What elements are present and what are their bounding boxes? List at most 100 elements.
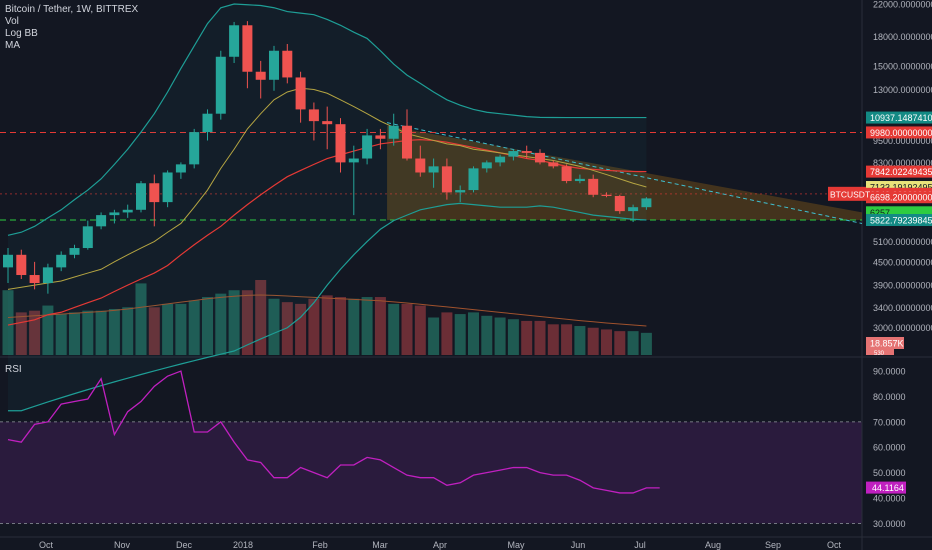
descending-trendline bbox=[386, 122, 863, 224]
legend-vol[interactable]: Vol bbox=[5, 16, 19, 27]
candle-body bbox=[56, 254, 67, 268]
candle-body bbox=[388, 125, 399, 139]
bb-basis-price-label-box bbox=[866, 165, 932, 178]
price-tick-label: 4500.00000000 bbox=[873, 257, 932, 267]
candle-body bbox=[175, 164, 186, 173]
candle-body bbox=[521, 151, 532, 153]
open-price-label-box bbox=[866, 191, 932, 204]
legend-ma[interactable]: MA bbox=[5, 40, 20, 51]
candle-body bbox=[468, 168, 479, 191]
time-tick-label: May bbox=[507, 540, 525, 550]
price-tick-label: 3900.00000000 bbox=[873, 281, 932, 291]
volume-bar bbox=[627, 331, 639, 355]
volume-bar bbox=[82, 310, 94, 355]
volume-bar bbox=[414, 305, 426, 355]
volume-bar bbox=[122, 307, 134, 355]
bb-upper-line bbox=[7, 3, 647, 236]
volume-bar bbox=[547, 324, 559, 355]
time-tick-label: Sep bbox=[765, 540, 781, 550]
volume-bar bbox=[188, 300, 200, 355]
candle-body bbox=[122, 209, 133, 213]
candle-body bbox=[322, 121, 333, 125]
price-tick-label: 5100.00000000 bbox=[873, 237, 932, 247]
volume-bar bbox=[268, 298, 280, 355]
candle-body bbox=[96, 215, 107, 227]
candle-body bbox=[149, 183, 160, 203]
volume-bar bbox=[321, 295, 333, 355]
volume-bar bbox=[454, 314, 466, 355]
time-tick-label: Feb bbox=[312, 540, 328, 550]
volume-bar bbox=[640, 332, 652, 355]
legend-rsi[interactable]: RSI bbox=[5, 364, 22, 375]
price-tick-label: 13000.00000000 bbox=[873, 85, 932, 95]
bb-basis-price-label: 7842.02249435 bbox=[870, 167, 932, 177]
candle-body bbox=[202, 113, 213, 133]
legend-bb[interactable]: Log BB bbox=[5, 28, 38, 39]
candle-body bbox=[455, 190, 466, 193]
time-tick-label: Nov bbox=[114, 540, 131, 550]
time-tick-label: Jul bbox=[634, 540, 646, 550]
volume-bar bbox=[55, 314, 67, 355]
candle-body bbox=[82, 226, 93, 249]
volume-bar bbox=[561, 324, 573, 355]
candle-body bbox=[614, 195, 625, 212]
price-tick-label: 3000.00000000 bbox=[873, 323, 932, 333]
candle-body bbox=[535, 152, 545, 163]
volume-bar bbox=[15, 312, 27, 355]
candle-body bbox=[136, 183, 146, 210]
candle-body bbox=[561, 166, 572, 182]
candle-body bbox=[348, 158, 359, 163]
candle-body bbox=[215, 56, 226, 114]
volume-ma-line bbox=[7, 294, 647, 327]
time-tick-label: Oct bbox=[39, 540, 54, 550]
candle-body bbox=[375, 135, 386, 139]
candle-body bbox=[415, 158, 426, 173]
volume-bar bbox=[601, 329, 612, 355]
candle-body bbox=[255, 71, 266, 80]
candle-body bbox=[574, 178, 585, 182]
rsi-tick-label: 60.0000 bbox=[873, 443, 906, 453]
volume-bar bbox=[241, 290, 253, 355]
bb-lower-price-label-box bbox=[866, 214, 932, 227]
candle-body bbox=[29, 275, 40, 284]
candle-body bbox=[162, 172, 173, 203]
volume-bar bbox=[507, 319, 519, 355]
candle-body bbox=[481, 162, 492, 169]
volume-label: 18.857K bbox=[870, 339, 904, 349]
volume-bar bbox=[228, 290, 240, 355]
volume-bar bbox=[374, 297, 386, 355]
candle-body bbox=[16, 254, 27, 276]
candle-body bbox=[308, 109, 319, 122]
volume-bar bbox=[308, 298, 320, 355]
volume-bar bbox=[295, 303, 307, 355]
candle-body bbox=[242, 25, 253, 72]
chart-legend: Bitcoin / Tether, 1W, BITTREX Vol Log BB… bbox=[5, 4, 138, 52]
rsi-line bbox=[7, 370, 660, 494]
price-tick-label: 8300.00000000 bbox=[873, 158, 932, 168]
volume-bar bbox=[255, 280, 267, 355]
candle-body bbox=[641, 198, 652, 208]
candle-body bbox=[548, 162, 559, 167]
candle-body bbox=[495, 156, 506, 163]
volume-label-box bbox=[866, 337, 904, 349]
ma-price-label: 7133.19192495 bbox=[870, 183, 932, 193]
resistance-price-label-box bbox=[866, 126, 932, 139]
volume-bar bbox=[614, 331, 626, 355]
volume-bar bbox=[361, 297, 373, 355]
candle-body bbox=[189, 132, 200, 165]
volume-bar bbox=[108, 308, 120, 355]
bb-lower-price-label: 5822.79239845 bbox=[870, 216, 932, 226]
candle-body bbox=[69, 248, 80, 255]
rsi-tick-label: 30.0000 bbox=[873, 519, 906, 529]
candle-body bbox=[3, 254, 13, 268]
volume-ma-label: 530 bbox=[874, 351, 885, 357]
rsi-band bbox=[0, 421, 862, 524]
volume-bar bbox=[468, 312, 479, 355]
resistance-price-label: 9980.00000000 bbox=[870, 128, 932, 138]
symbol-title[interactable]: Bitcoin / Tether, 1W, BITTREX bbox=[5, 4, 139, 15]
rsi-tick-label: 70.0000 bbox=[873, 417, 906, 427]
price-tick-label: 15000.00000000 bbox=[873, 62, 932, 72]
volume-bar bbox=[175, 303, 187, 355]
candle-body bbox=[362, 135, 373, 159]
